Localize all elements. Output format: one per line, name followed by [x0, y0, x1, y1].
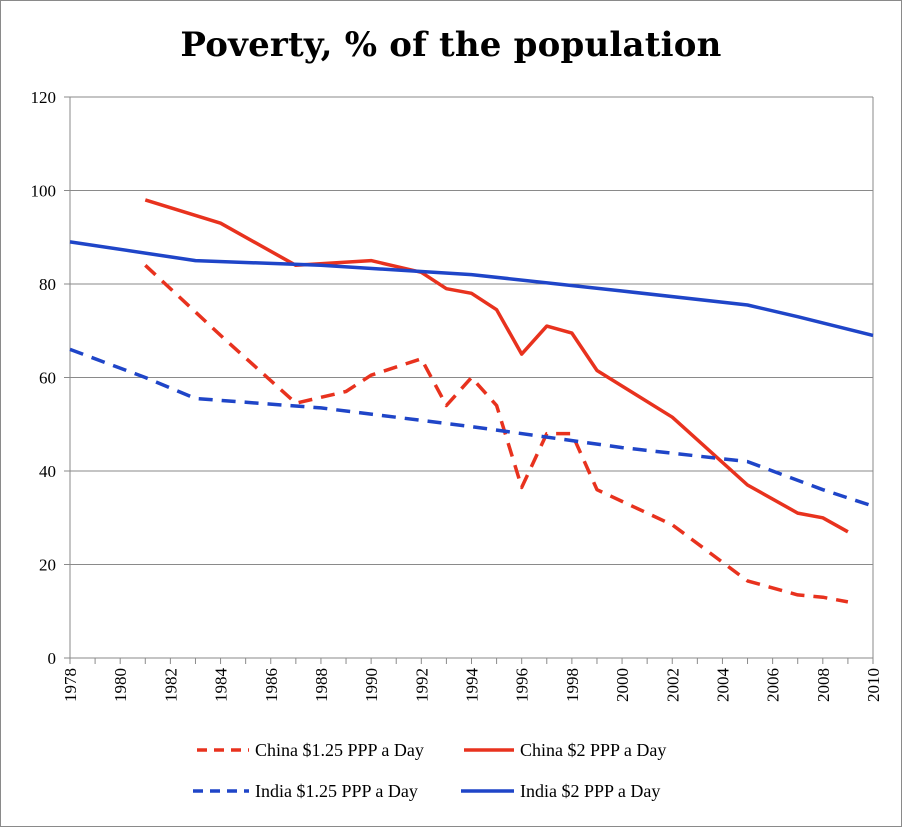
series-line [69, 240, 874, 338]
chart-title: Poverty, % of the population [180, 25, 722, 65]
x-tick-label: 2004 [713, 668, 732, 703]
series-lines [69, 198, 874, 604]
legend-label: China $1.25 PPP a Day [255, 740, 424, 760]
x-tick-label: 1996 [513, 668, 532, 702]
x-tick-label: 1980 [111, 668, 130, 702]
x-tick-label: 2006 [764, 668, 783, 702]
x-tick-label: 1988 [312, 668, 331, 702]
legend-item: India $1.25 PPP a Day [193, 781, 418, 801]
y-tick-label: 100 [31, 182, 57, 201]
x-tick-label: 1984 [212, 668, 231, 703]
series-line [144, 198, 849, 534]
x-tick-label: 1994 [463, 668, 482, 703]
grid-lines [70, 96, 873, 565]
y-tick-label: 40 [39, 462, 56, 481]
x-tick-label: 1998 [563, 668, 582, 702]
x-tick-label: 1986 [262, 668, 281, 702]
axes: 0 20 40 60 80 100 120 1978 1980 1982 1984 1986 1988 1… [31, 88, 884, 702]
legend-item: China $2 PPP a Day [464, 740, 666, 760]
legend: China $1.25 PPP a Day China $2 PPP a Day I… [193, 740, 666, 801]
y-tick-label: 60 [39, 369, 56, 388]
x-tick-label: 1982 [161, 668, 180, 702]
x-tick-label: 1978 [61, 668, 80, 702]
x-tick-label: 1992 [412, 668, 431, 702]
legend-label: India $2 PPP a Day [520, 781, 660, 801]
series-line [69, 347, 874, 508]
legend-item: China $1.25 PPP a Day [197, 740, 424, 760]
x-tick-label: 2000 [613, 668, 632, 702]
x-tick-label: 1990 [362, 668, 381, 702]
x-tick-label: 2010 [864, 668, 883, 702]
legend-item: India $2 PPP a Day [461, 781, 660, 801]
x-tick-label: 2008 [814, 668, 833, 702]
series-line [144, 264, 849, 604]
y-tick-label: 20 [39, 556, 56, 575]
legend-label: India $1.25 PPP a Day [255, 781, 418, 801]
legend-label: China $2 PPP a Day [520, 740, 666, 760]
y-tick-label: 0 [48, 649, 57, 668]
y-tick-label: 80 [39, 275, 56, 294]
x-tick-label: 2002 [663, 668, 682, 702]
y-tick-label: 120 [31, 88, 57, 107]
